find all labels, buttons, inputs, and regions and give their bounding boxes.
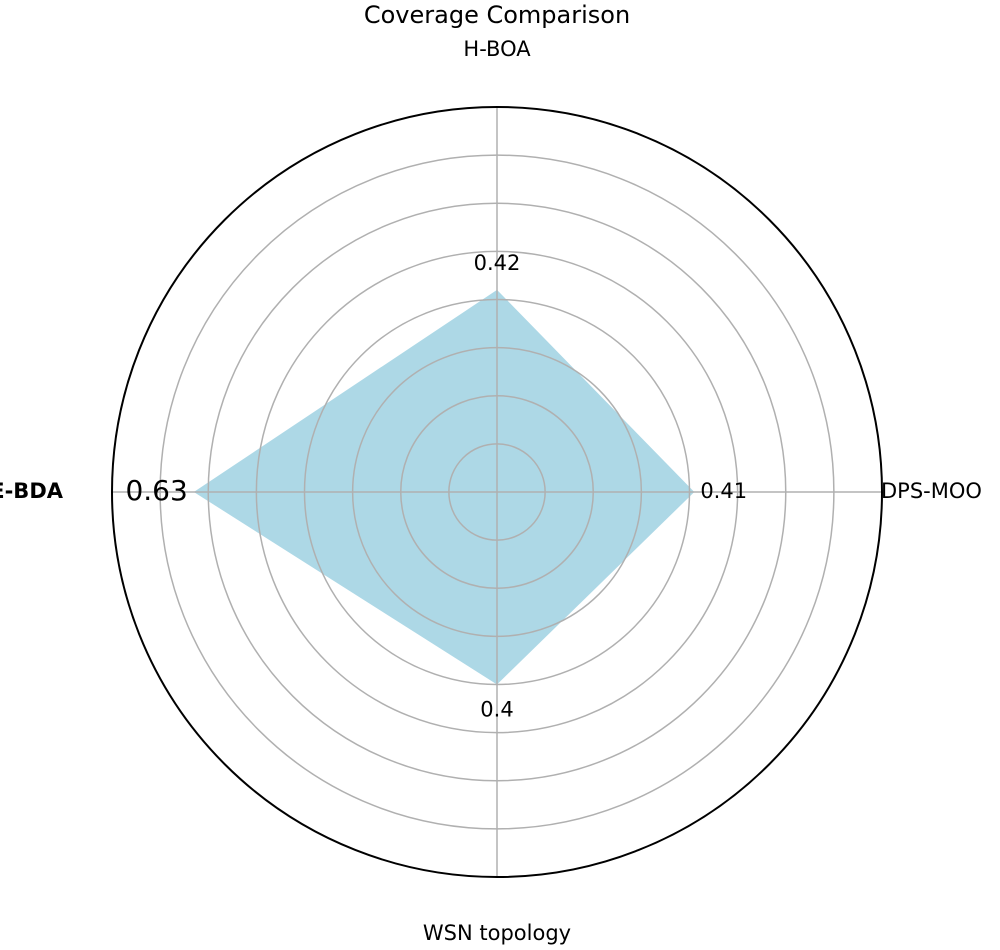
category-label: DIE-BDA [0,479,64,503]
value-label: 0.42 [474,251,521,275]
category-label: H-BOA [463,37,531,61]
outer-frame [111,106,883,878]
category-label: WSN topology [423,921,571,945]
radar-area [193,289,695,685]
value-label: 0.41 [700,479,747,503]
value-label: 0.63 [125,474,187,507]
category-label: DPS-MOO [881,479,982,503]
chart-title: Coverage Comparison [364,1,630,29]
value-label: 0.4 [480,698,513,722]
